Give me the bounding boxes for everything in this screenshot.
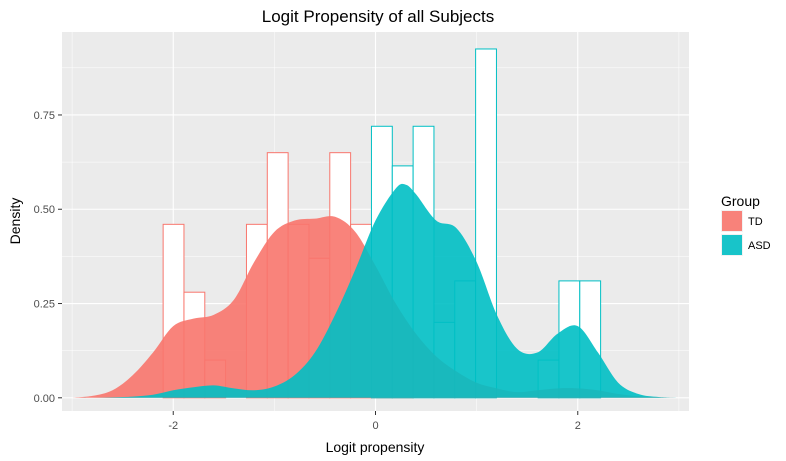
legend-items: TD ASD [721, 210, 771, 256]
y-tick-label: 0.25 [34, 299, 55, 311]
x-tick-label: -2 [168, 420, 178, 432]
legend-label-asd: ASD [748, 240, 771, 252]
legend-label-td: TD [748, 216, 763, 228]
legend: Group TD ASD [721, 193, 771, 256]
x-tick-label: 0 [372, 420, 378, 432]
y-tick-label: 0.75 [34, 110, 55, 122]
x-tick-label: 2 [575, 420, 581, 432]
y-axis-title: Density [7, 198, 23, 245]
legend-swatch-td [722, 211, 742, 231]
chart-title: Logit Propensity of all Subjects [262, 7, 494, 26]
legend-title: Group [721, 193, 760, 209]
y-axis-ticks: 0.00 0.25 0.50 0.75 [34, 110, 62, 405]
x-axis-ticks: -2 0 2 [168, 411, 581, 432]
y-tick-label: 0.00 [34, 393, 55, 405]
x-axis-title: Logit propensity [326, 439, 425, 455]
density-layer [72, 183, 679, 398]
density-area-asd [72, 183, 679, 398]
y-tick-label: 0.50 [34, 204, 55, 216]
legend-swatch-asd [722, 235, 742, 255]
